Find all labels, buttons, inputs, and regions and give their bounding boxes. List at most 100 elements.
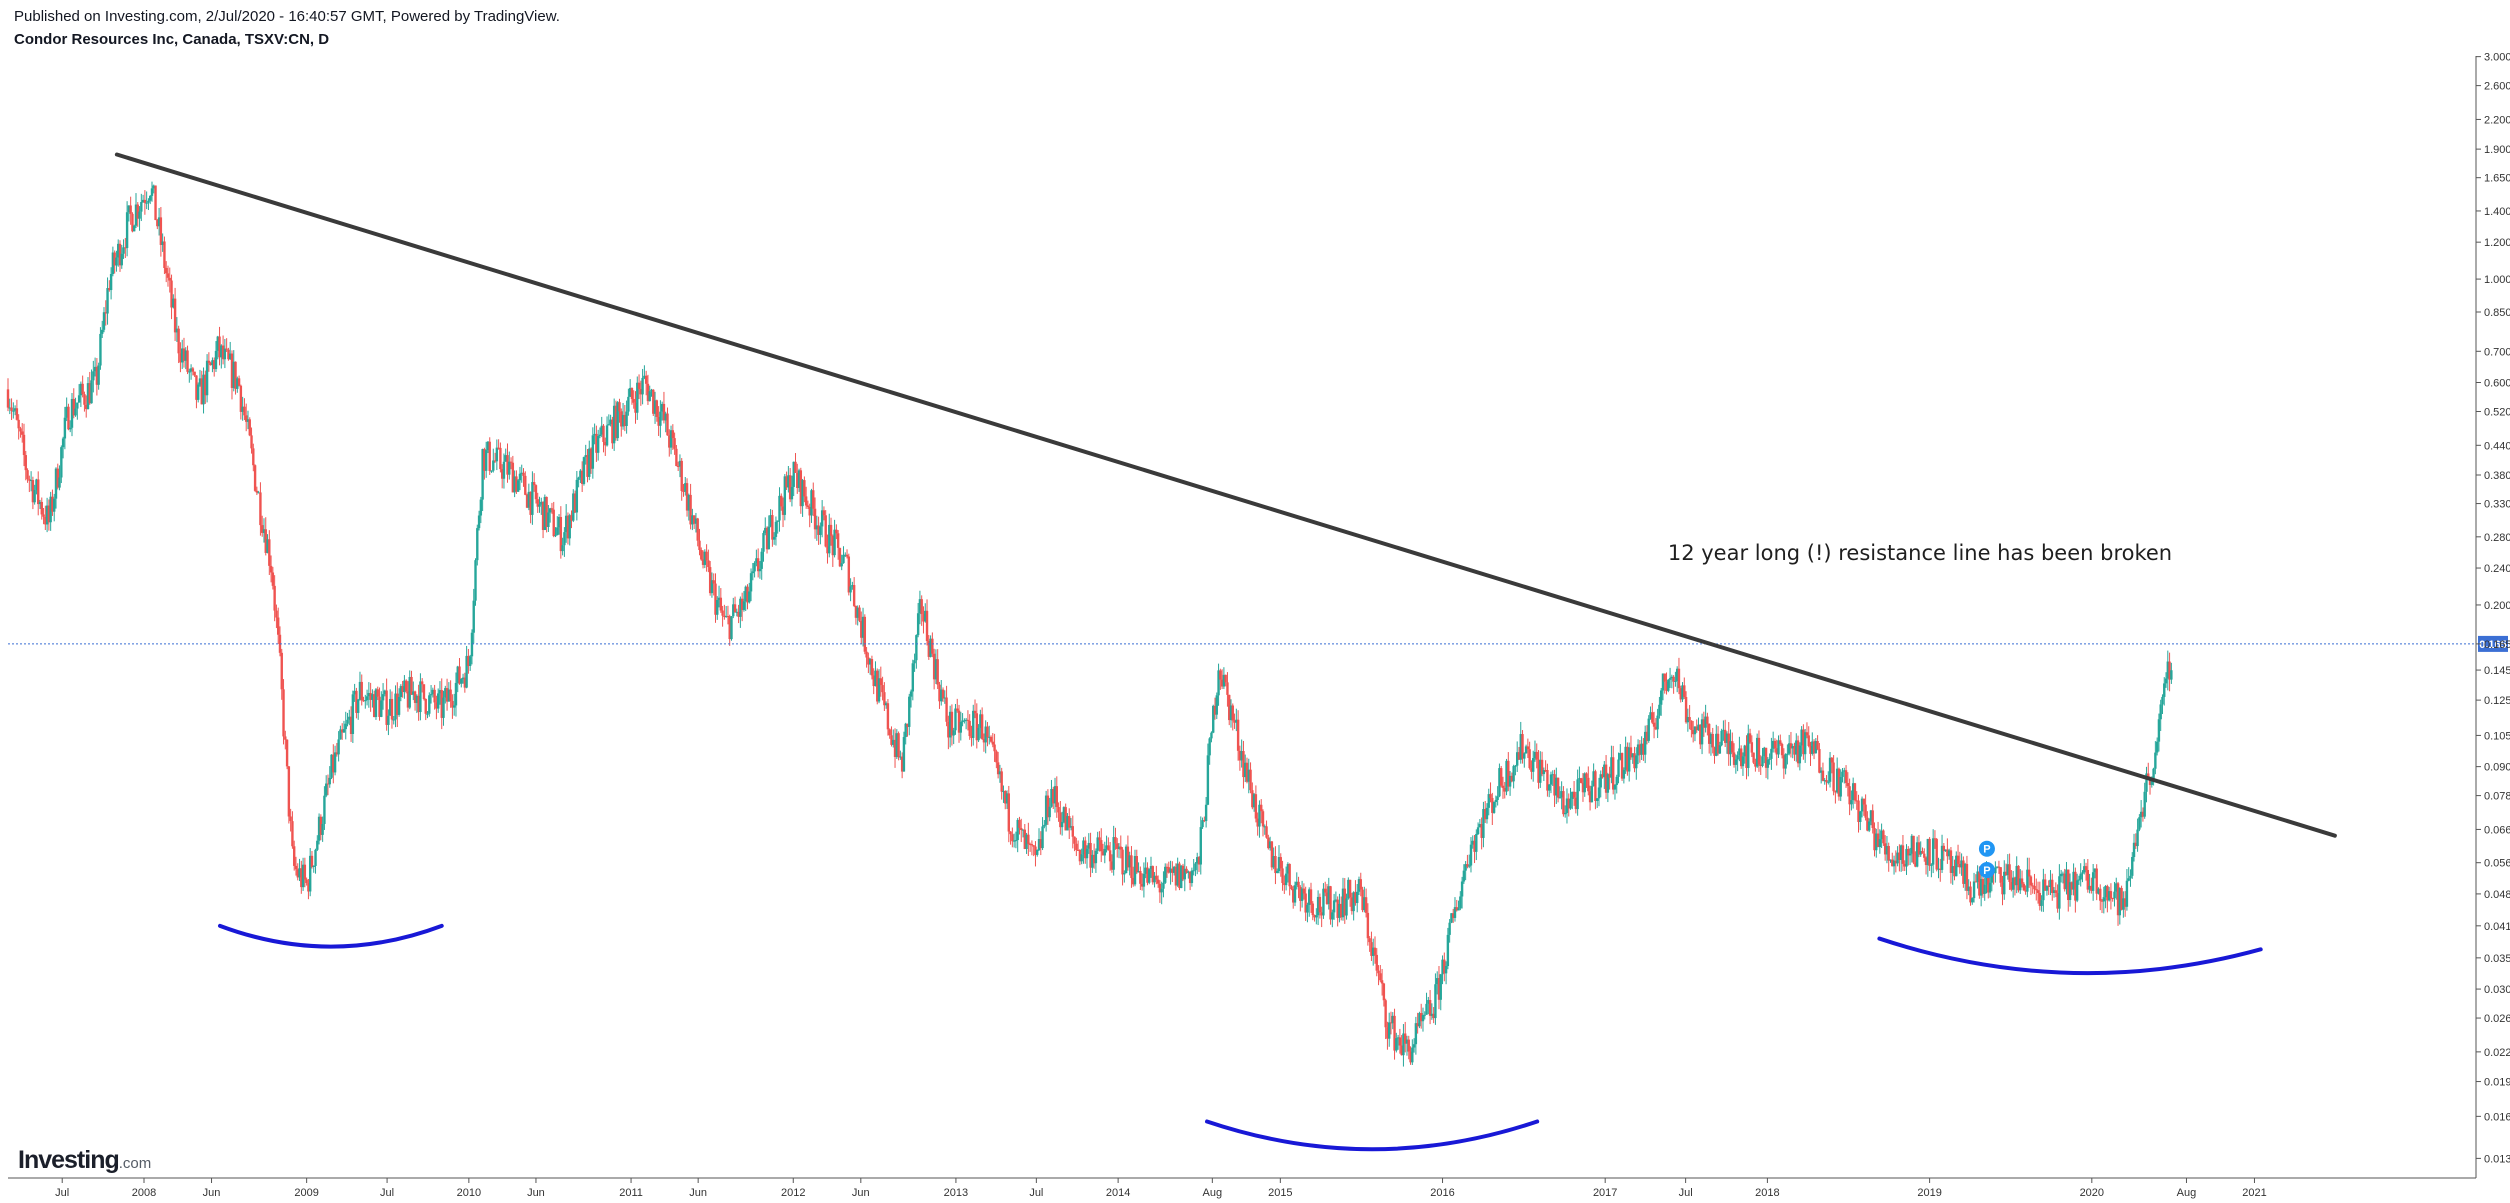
candle-body xyxy=(740,598,744,610)
candle-body xyxy=(1388,1022,1391,1039)
candle-body xyxy=(1290,886,1293,890)
candle-body xyxy=(979,714,982,728)
candle-body xyxy=(1931,838,1935,865)
candle-body xyxy=(557,517,561,528)
candle-body xyxy=(230,353,234,388)
candle-body xyxy=(1631,753,1634,758)
candle-body xyxy=(1132,877,1135,885)
candle-body xyxy=(390,698,394,720)
candle-body xyxy=(1428,1000,1432,1016)
candle-body xyxy=(2150,778,2154,785)
candle-body xyxy=(1016,819,1019,841)
candle-body xyxy=(1677,668,1681,689)
candle-body xyxy=(314,849,317,866)
candle-body xyxy=(1484,809,1487,820)
candle-body xyxy=(1165,866,1169,868)
candle-body xyxy=(1679,688,1682,700)
candle-body xyxy=(890,735,893,745)
candle-body xyxy=(99,333,102,366)
candle-body xyxy=(1857,800,1860,822)
candle-body xyxy=(353,690,356,695)
candle-body xyxy=(714,583,717,615)
candle-body xyxy=(1313,915,1316,918)
candle-body xyxy=(915,635,918,661)
candle-body xyxy=(1126,846,1130,868)
candle-body xyxy=(2157,719,2161,742)
candle-body xyxy=(364,700,367,702)
candle-body xyxy=(484,450,488,471)
candle-body xyxy=(1171,868,1174,873)
candle-body xyxy=(1953,866,1956,877)
candle-body xyxy=(1235,719,1238,723)
candle-body xyxy=(1416,1023,1419,1027)
candle-body xyxy=(851,585,854,587)
candle-body xyxy=(1411,1047,1414,1063)
candle-body xyxy=(801,480,804,507)
y-tick-label: 0.048 xyxy=(2484,889,2510,901)
candle-body xyxy=(17,419,20,429)
candle-body xyxy=(1002,791,1005,793)
y-tick-label: 0.035 xyxy=(2484,953,2510,965)
candle-body xyxy=(1560,791,1563,798)
candle-body xyxy=(913,660,916,664)
candle-body xyxy=(2088,885,2091,890)
candle-body xyxy=(908,696,911,727)
candle-body xyxy=(8,407,11,409)
candle-body xyxy=(1556,777,1560,798)
candle-body xyxy=(749,573,753,592)
candle-body xyxy=(1944,849,1947,852)
candle-body xyxy=(312,865,315,868)
candle-body xyxy=(2102,897,2106,902)
candle-body xyxy=(310,855,314,868)
candle-body xyxy=(746,586,749,603)
candle-body xyxy=(1011,834,1014,842)
candle-body xyxy=(1427,1000,1430,1004)
candle-body xyxy=(502,461,506,479)
candle-body xyxy=(472,600,475,633)
candle-body xyxy=(2168,661,2171,680)
candle-body xyxy=(273,585,276,611)
candle-body xyxy=(1450,913,1453,923)
candle-body xyxy=(1531,758,1535,772)
candle-body xyxy=(326,783,330,785)
candle-body xyxy=(973,710,977,714)
candle-body xyxy=(40,501,43,515)
candle-body xyxy=(579,470,582,478)
y-tick-label: 0.200 xyxy=(2484,600,2510,612)
candle-body xyxy=(26,470,29,480)
candle-body xyxy=(1249,769,1252,791)
candle-body xyxy=(623,414,627,427)
candle-body xyxy=(684,483,687,492)
candle-body xyxy=(58,477,61,488)
candle-body xyxy=(449,689,452,701)
candle-body xyxy=(2056,892,2059,909)
candle-body xyxy=(227,349,230,360)
candle-body xyxy=(1921,851,1924,854)
candle-body xyxy=(145,202,148,204)
candle-body xyxy=(954,708,957,731)
candle-body xyxy=(756,558,760,572)
x-tick-label: 2019 xyxy=(1917,1187,1941,1199)
candle-body xyxy=(97,365,100,385)
candle-body xyxy=(1393,1015,1396,1051)
candle-body xyxy=(598,434,602,437)
candle-body xyxy=(977,727,980,741)
candle-body xyxy=(1787,743,1791,754)
candle-body xyxy=(721,610,724,616)
candle-body xyxy=(1990,870,1994,883)
y-tick-label: 2.600 xyxy=(2484,81,2510,93)
candle-body xyxy=(662,403,666,421)
candle-body xyxy=(1761,756,1764,766)
candle-body xyxy=(1969,886,1972,903)
candle-body xyxy=(1430,1013,1434,1016)
candle-body xyxy=(1914,862,1917,867)
candle-body xyxy=(1693,726,1697,735)
x-tick-label: 2015 xyxy=(1268,1187,1292,1199)
candle-body xyxy=(755,558,758,563)
candle-body xyxy=(1043,824,1046,827)
candle-body xyxy=(1569,798,1572,809)
x-tick-label: 2011 xyxy=(619,1187,643,1199)
x-tick-label: Aug xyxy=(1203,1187,1223,1199)
candle-body xyxy=(284,736,287,740)
